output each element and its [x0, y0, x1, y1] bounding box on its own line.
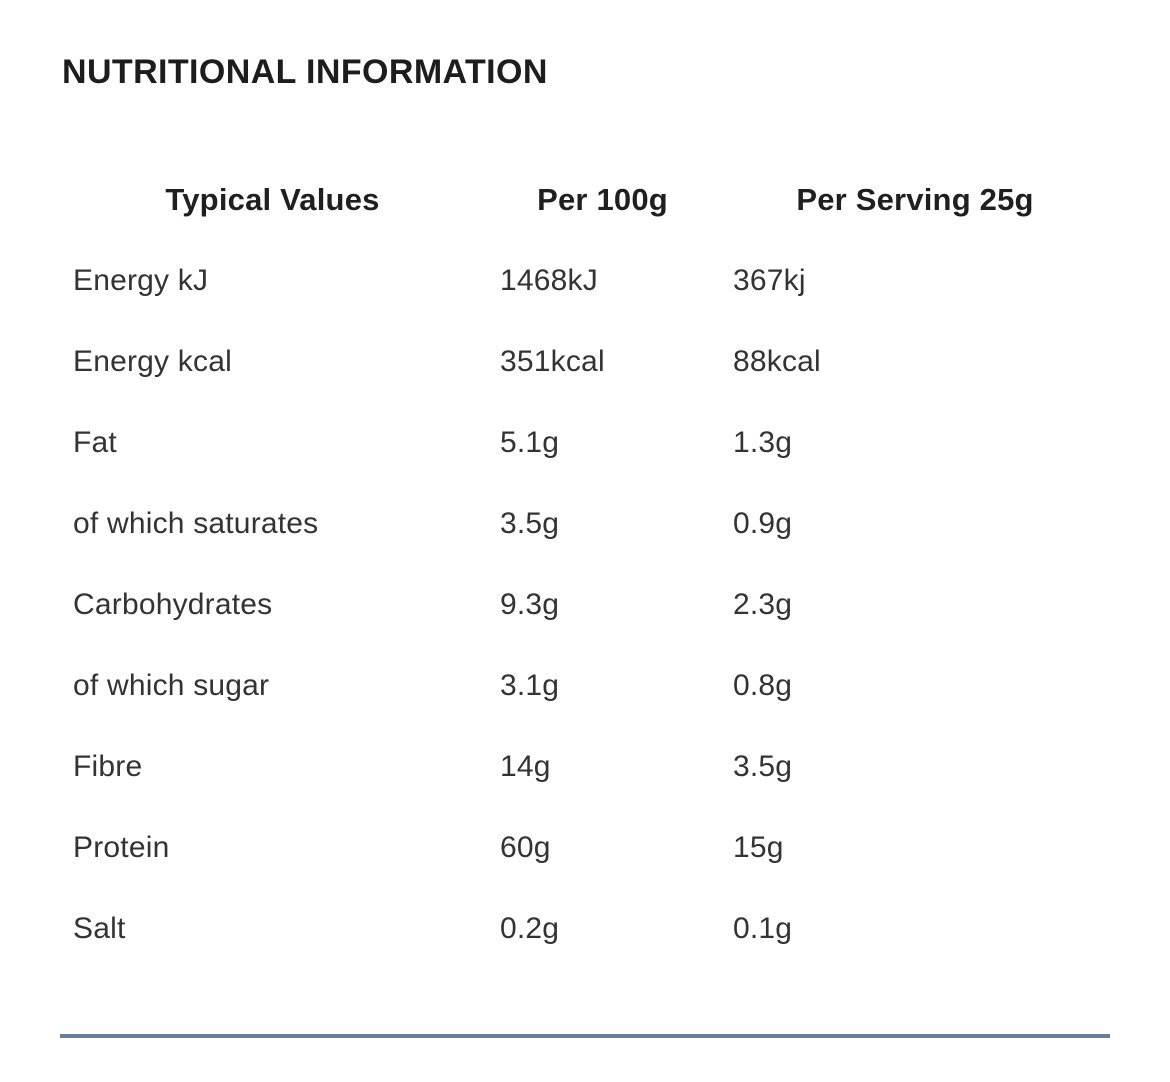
per-100g-value: 3.1g — [500, 668, 560, 702]
table-row: Energy kcal 351kcal 88kcal — [60, 321, 1110, 402]
row-label: Salt — [73, 911, 126, 945]
table-header-row: Typical Values Per 100g Per Serving 25g — [60, 159, 1110, 240]
bottom-divider — [60, 1034, 1110, 1038]
per-serving-value: 0.9g — [733, 506, 793, 540]
per-serving-value: 367kj — [733, 263, 806, 297]
table-row: Protein 60g 15g — [60, 807, 1110, 888]
header-per-100g: Per 100g — [537, 181, 668, 217]
nutrition-table: Typical Values Per 100g Per Serving 25g … — [60, 159, 1110, 969]
per-serving-value: 15g — [733, 830, 784, 864]
per-serving-value: 1.3g — [733, 425, 793, 459]
row-label: Fibre — [73, 749, 143, 783]
header-typical-values: Typical Values — [165, 181, 380, 217]
row-label: Carbohydrates — [73, 587, 273, 621]
row-label: Energy kcal — [73, 344, 232, 378]
table-row: Fibre 14g 3.5g — [60, 726, 1110, 807]
per-100g-value: 1468kJ — [500, 263, 598, 297]
row-label: of which saturates — [73, 506, 319, 540]
per-100g-value: 0.2g — [500, 911, 560, 945]
per-100g-value: 14g — [500, 749, 551, 783]
per-100g-value: 5.1g — [500, 425, 560, 459]
table-row: Salt 0.2g 0.1g — [60, 888, 1110, 969]
row-label: Energy kJ — [73, 263, 209, 297]
table-row: Carbohydrates 9.3g 2.3g — [60, 564, 1110, 645]
per-100g-value: 3.5g — [500, 506, 560, 540]
table-row: of which sugar 3.1g 0.8g — [60, 645, 1110, 726]
per-serving-value: 0.1g — [733, 911, 793, 945]
per-serving-value: 88kcal — [733, 344, 821, 378]
per-100g-value: 9.3g — [500, 587, 560, 621]
page-title: NUTRITIONAL INFORMATION — [62, 53, 548, 91]
row-label: of which sugar — [73, 668, 270, 702]
table-row: of which saturates 3.5g 0.9g — [60, 483, 1110, 564]
per-serving-value: 2.3g — [733, 587, 793, 621]
per-serving-value: 0.8g — [733, 668, 793, 702]
table-row: Energy kJ 1468kJ 367kj — [60, 240, 1110, 321]
table-body: Energy kJ 1468kJ 367kj Energy kcal 351kc… — [60, 240, 1110, 969]
header-per-serving: Per Serving 25g — [796, 181, 1034, 217]
per-serving-value: 3.5g — [733, 749, 793, 783]
nutrition-panel: NUTRITIONAL INFORMATION Typical Values P… — [0, 52, 1170, 1082]
per-100g-value: 60g — [500, 830, 551, 864]
table-row: Fat 5.1g 1.3g — [60, 402, 1110, 483]
row-label: Fat — [73, 425, 117, 459]
per-100g-value: 351kcal — [500, 344, 605, 378]
row-label: Protein — [73, 830, 170, 864]
